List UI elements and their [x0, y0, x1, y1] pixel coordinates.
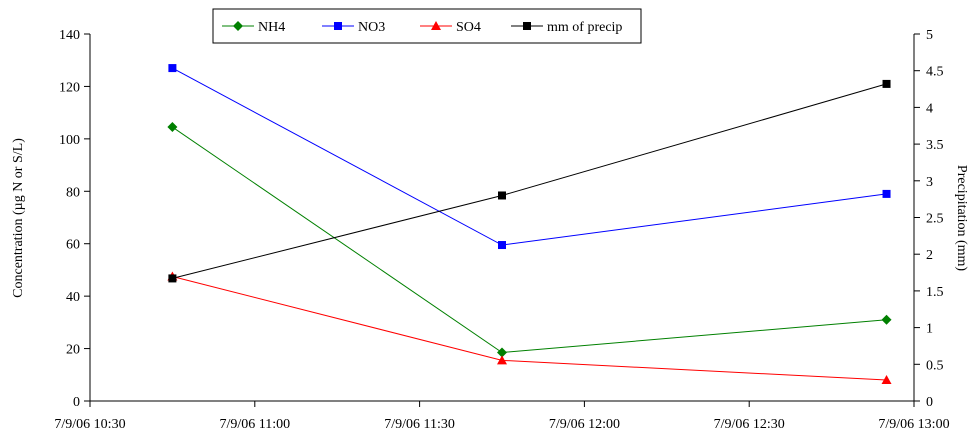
- data-point-mm-of-precip: [882, 79, 891, 88]
- y-left-tick-label: 100: [59, 133, 80, 148]
- series-nh4: [167, 122, 892, 358]
- series-line-mm-of-precip: [172, 83, 887, 279]
- y-right-tick-label: 0.5: [926, 358, 944, 373]
- y-right-tick-label: 4.5: [926, 65, 944, 80]
- y-right-tick-label: 2.5: [926, 212, 944, 227]
- y-left-tick-label: 0: [73, 395, 80, 410]
- data-point-nh4: [881, 314, 892, 325]
- y-right-tick-label: 0: [926, 395, 933, 410]
- x-tick-label: 7/9/06 10:30: [54, 417, 125, 432]
- legend-item-no3: NO3: [322, 20, 385, 35]
- series-line-so4: [172, 275, 887, 381]
- y-left-tick-label: 140: [59, 28, 80, 43]
- legend-item-nh4: NH4: [222, 20, 285, 35]
- series-so4: [167, 271, 892, 385]
- y-left-tick-label: 120: [59, 80, 80, 95]
- legend-marker-nh4: [233, 21, 243, 31]
- data-point-so4: [881, 375, 892, 385]
- series-no3: [168, 64, 891, 250]
- y-right-tick-label: 4: [926, 101, 933, 116]
- data-point-so4: [497, 355, 507, 365]
- data-point-nh4: [167, 122, 178, 133]
- y-left-tick-label: 60: [66, 238, 80, 253]
- y-right-tick-label: 2: [926, 248, 933, 263]
- legend-label-no3: NO3: [358, 20, 385, 35]
- x-tick-label: 7/9/06 12:00: [549, 417, 620, 432]
- series-layer: [167, 64, 892, 385]
- series-line-no3: [172, 67, 887, 246]
- legend: NH4 NO3 SO4 mm of precip: [212, 8, 642, 44]
- y-axis-left-title: Concentration (µg N or S/L): [11, 138, 26, 298]
- x-tick-label: 7/9/06 11:30: [384, 417, 455, 432]
- data-point-nh4: [497, 347, 507, 358]
- x-tick-label: 7/9/06 13:00: [878, 417, 949, 432]
- x-tick-label: 7/9/06 12:30: [714, 417, 785, 432]
- y-right-tick-label: 1.5: [926, 285, 944, 300]
- y-right-tick-label: 1: [926, 322, 933, 337]
- data-point-mm-of-precip: [168, 274, 177, 283]
- legend-box: [212, 8, 642, 44]
- y-right-tick-label: 3: [926, 175, 933, 190]
- data-point-no3: [168, 64, 177, 73]
- data-point-no3: [498, 241, 506, 250]
- legend-marker-no3: [334, 22, 342, 30]
- legend-label-so4: SO4: [456, 20, 481, 35]
- axes: 0 20 40 60 80 100 120 140 0 0.5 1 1.5 2 2.5 3 3.5 4 4.5 5 7…: [54, 28, 949, 432]
- y-left-tick-label: 40: [66, 290, 80, 305]
- legend-label-nh4: NH4: [258, 20, 285, 35]
- y-right-tick-label: 3.5: [926, 138, 944, 153]
- data-point-mm-of-precip: [498, 191, 506, 200]
- data-point-no3: [882, 189, 891, 198]
- y-left-tick-label: 20: [66, 343, 80, 358]
- series-mm-of-precip: [168, 79, 891, 283]
- x-tick-label: 7/9/06 11:00: [219, 417, 290, 432]
- series-line-nh4: [172, 126, 887, 354]
- legend-marker-mm-of-precip: [523, 22, 531, 30]
- legend-label-mm-of-precip: mm of precip: [547, 20, 622, 35]
- y-left-tick-label: 80: [66, 185, 80, 200]
- legend-marker-so4: [431, 21, 441, 30]
- y-right-tick-label: 5: [926, 28, 933, 43]
- legend-item-so4: SO4: [420, 20, 481, 35]
- legend-item-mm-of-precip: mm of precip: [511, 20, 622, 35]
- y-axis-right-title: Precipitation (mm): [954, 165, 969, 271]
